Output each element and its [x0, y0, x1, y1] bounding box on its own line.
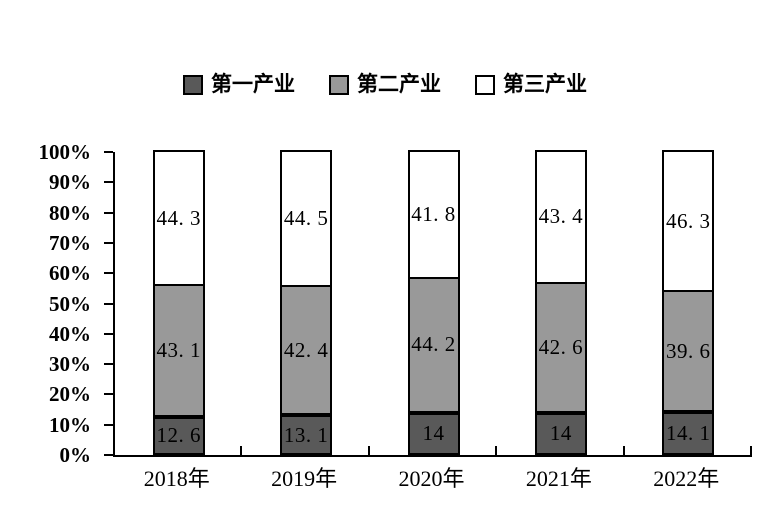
legend-label: 第一产业 — [211, 72, 295, 96]
legend: 第一产业 第二产业 第三产业 — [0, 74, 770, 95]
x-tick-label: 2021年 — [525, 466, 592, 491]
x-tick-label: 2022年 — [653, 466, 720, 491]
y-tick-label: 20% — [49, 382, 91, 407]
x-axis-tick — [750, 446, 752, 455]
bar-value-label: 42. 4 — [283, 337, 329, 362]
bar-value-label: 43. 4 — [538, 204, 584, 229]
y-tick-label: 90% — [49, 170, 91, 195]
x-tick-label: 2018年 — [143, 466, 210, 491]
bar-segment-第三产业: 44. 5 — [280, 150, 333, 287]
y-axis-tick — [104, 181, 113, 184]
bar-segment-第二产业: 42. 4 — [280, 284, 333, 416]
legend-item-secondary-industry: 第二产业 — [329, 74, 441, 95]
y-tick-label: 30% — [49, 352, 91, 377]
legend-item-primary-industry: 第一产业 — [183, 74, 295, 95]
bar-value-label: 14 — [422, 421, 445, 446]
x-tick-label: 2019年 — [271, 466, 338, 491]
bar-value-label: 43. 1 — [156, 338, 201, 363]
y-axis-tick — [104, 302, 113, 305]
bar-segment-第三产业: 46. 3 — [662, 150, 715, 293]
x-axis-tick — [240, 446, 243, 455]
y-tick-label: 40% — [49, 321, 91, 346]
bar-segment-第一产业: 13. 1 — [280, 415, 333, 455]
y-axis-tick — [104, 393, 113, 396]
y-tick-label: 0% — [59, 443, 92, 467]
bar-segment-第二产业: 42. 6 — [534, 281, 587, 413]
bar-value-label: 41. 8 — [411, 201, 456, 226]
legend-label: 第二产业 — [357, 72, 441, 96]
y-axis-tick — [104, 332, 113, 335]
x-axis-tick — [622, 446, 625, 455]
bar-value-label: 12. 6 — [156, 423, 201, 448]
bar-value-label: 46. 3 — [666, 208, 711, 233]
x-axis-tick — [495, 446, 498, 455]
legend-swatch-icon — [475, 74, 495, 95]
y-axis-tick — [104, 423, 113, 426]
bar-value-label: 44. 3 — [156, 205, 201, 230]
bar-value-label: 44. 5 — [283, 205, 329, 230]
y-axis-tick — [104, 151, 113, 153]
y-axis-tick — [104, 454, 113, 456]
y-axis: 100% 90% 80% 70% 60% 50% 40% 30% 20% 10% 0% — [0, 142, 101, 466]
legend-swatch-icon — [183, 74, 203, 95]
bar-value-label: 13. 1 — [283, 422, 329, 447]
bar-segment-第一产业: 14 — [534, 412, 587, 455]
x-axis-tick — [367, 446, 370, 455]
bar-value-label: 14 — [549, 421, 572, 446]
bar-value-label: 14. 1 — [666, 421, 711, 446]
y-tick-label: 70% — [49, 230, 91, 255]
bar-segment-第三产业: 41. 8 — [407, 150, 460, 279]
y-tick-label: 100% — [38, 140, 92, 164]
y-axis-tick — [104, 272, 113, 275]
y-tick-label: 60% — [49, 261, 91, 286]
bar-segment-第三产业: 44. 3 — [152, 150, 205, 287]
bar-segment-第一产业: 14. 1 — [662, 412, 715, 455]
bar-segment-第三产业: 43. 4 — [534, 150, 587, 284]
x-axis: 2018年 2019年 2020年 2021年 2022年 — [113, 468, 750, 498]
legend-label: 第三产业 — [503, 72, 587, 96]
legend-item-tertiary-industry: 第三产业 — [475, 74, 587, 95]
plot-area: 12. 6 43. 1 44. 3 13. 1 42. 4 44. 5 14 44. 2 41.… — [104, 150, 752, 457]
y-tick-label: 10% — [49, 412, 91, 437]
bar-value-label: 44. 2 — [411, 332, 456, 357]
bar-segment-第一产业: 12. 6 — [152, 416, 205, 455]
y-axis-tick — [104, 363, 113, 366]
y-tick-label: 80% — [49, 200, 91, 225]
bar-segment-第二产业: 43. 1 — [152, 284, 205, 417]
bar-segment-第一产业: 14 — [407, 412, 460, 455]
bar-value-label: 42. 6 — [538, 334, 584, 359]
bar-segment-第二产业: 39. 6 — [662, 290, 715, 413]
bar-value-label: 39. 6 — [666, 338, 711, 363]
y-axis-tick — [104, 211, 113, 214]
x-tick-label: 2020年 — [398, 466, 465, 491]
y-tick-label: 50% — [49, 291, 91, 316]
y-axis-tick — [104, 241, 113, 244]
legend-swatch-icon — [329, 74, 349, 95]
bar-segment-第二产业: 44. 2 — [407, 276, 460, 413]
